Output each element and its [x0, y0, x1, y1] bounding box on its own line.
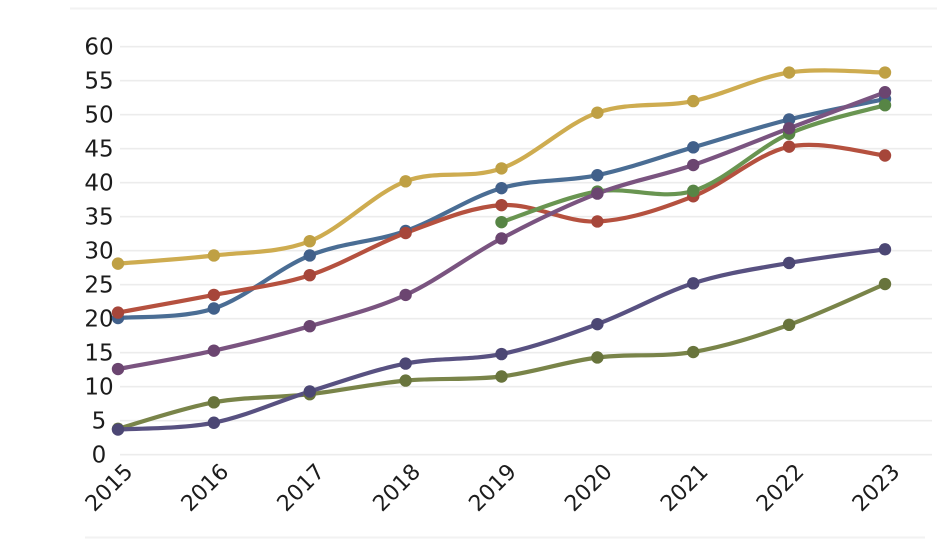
- data-point-plum-purple: [782, 122, 796, 135]
- data-point-medium-green: [495, 215, 508, 229]
- y-axis-tick-label: 55: [84, 69, 113, 95]
- data-point-brick-red: [495, 198, 508, 212]
- data-point-olive-green: [687, 345, 700, 359]
- data-point-plum-purple: [207, 344, 221, 357]
- data-point-gold-yellow: [687, 94, 700, 108]
- x-axis-tick-label: 2017: [273, 460, 330, 517]
- data-point-brick-red: [591, 215, 604, 228]
- y-axis-tick-label: 50: [84, 103, 113, 129]
- y-axis-tick-label: 35: [84, 205, 113, 231]
- data-point-gold-yellow: [207, 249, 221, 262]
- data-point-steel-blue: [591, 169, 604, 182]
- data-point-plum-purple: [495, 232, 508, 245]
- data-point-dark-slate-navy: [399, 357, 412, 370]
- x-axis-tick-label: 2019: [464, 460, 521, 517]
- data-point-gold-yellow: [782, 66, 796, 79]
- data-point-steel-blue: [207, 302, 221, 315]
- data-point-plum-purple: [878, 86, 892, 99]
- y-axis-tick-label: 15: [84, 341, 113, 367]
- data-point-dark-slate-navy: [591, 317, 604, 331]
- data-point-medium-green: [878, 98, 892, 112]
- data-point-gold-yellow: [399, 175, 412, 188]
- data-point-brick-red: [207, 288, 221, 302]
- y-axis-tick-label: 10: [84, 375, 113, 401]
- x-axis-tick-label: 2015: [81, 460, 138, 517]
- y-axis-tick-label: 0: [92, 443, 107, 469]
- x-axis-tick-label: 2020: [560, 460, 617, 517]
- data-point-dark-slate-navy: [111, 423, 125, 436]
- data-point-brick-red: [878, 149, 892, 162]
- data-point-dark-slate-navy: [207, 416, 221, 429]
- data-point-gold-yellow: [303, 234, 316, 248]
- series-line-plum-purple: [115, 90, 888, 372]
- data-point-olive-green: [878, 277, 892, 291]
- gridlines-group: [120, 45, 932, 456]
- data-point-dark-slate-navy: [782, 256, 796, 270]
- data-point-gold-yellow: [878, 66, 892, 79]
- data-point-plum-purple: [687, 158, 700, 172]
- data-point-plum-purple: [303, 319, 316, 333]
- data-point-steel-blue: [303, 249, 316, 262]
- x-axis-tick-label: 2021: [656, 460, 713, 517]
- series-markers-group: [111, 66, 892, 436]
- data-point-olive-green: [591, 351, 604, 364]
- x-axis-tick-label: 2018: [369, 460, 426, 517]
- data-point-brick-red: [111, 306, 125, 319]
- data-point-dark-slate-navy: [303, 385, 316, 398]
- y-axis-tick-label: 25: [84, 273, 113, 299]
- x-axis-labels-group: 2015 2016 2017 2018 2019 2020 2021 2022 2023: [81, 460, 905, 517]
- data-point-plum-purple: [111, 362, 125, 376]
- data-point-olive-green: [399, 374, 412, 387]
- data-point-dark-slate-navy: [687, 277, 700, 290]
- y-axis-tick-label: 30: [84, 239, 113, 265]
- data-point-gold-yellow: [591, 106, 604, 119]
- y-axis-tick-label: 5: [92, 409, 107, 435]
- data-point-brick-red: [399, 226, 412, 240]
- data-point-steel-blue: [782, 113, 796, 126]
- data-point-gold-yellow: [495, 162, 508, 175]
- x-axis-tick-label: 2023: [848, 460, 905, 517]
- y-axis-labels-group: 0 5 10 15 20 25 30 35 40 45 50 55 60: [84, 35, 113, 469]
- data-point-brick-red: [303, 268, 316, 282]
- data-point-olive-green: [207, 396, 221, 409]
- data-point-plum-purple: [399, 288, 412, 302]
- data-point-steel-blue: [687, 141, 700, 154]
- x-axis-tick-label: 2022: [752, 460, 809, 517]
- x-axis-tick-label: 2016: [177, 460, 234, 517]
- data-point-medium-green: [687, 184, 700, 198]
- series-line-dark-slate-navy: [115, 247, 888, 432]
- data-point-olive-green: [495, 370, 508, 383]
- y-axis-tick-label: 20: [84, 307, 113, 333]
- data-point-gold-yellow: [111, 257, 125, 270]
- y-axis-tick-label: 40: [84, 171, 113, 197]
- data-point-dark-slate-navy: [495, 347, 508, 361]
- data-point-plum-purple: [591, 187, 604, 200]
- data-point-dark-slate-navy: [878, 243, 892, 256]
- data-point-steel-blue: [495, 181, 508, 195]
- y-axis-tick-label: 60: [84, 35, 113, 61]
- y-axis-tick-label: 45: [84, 137, 113, 163]
- data-point-olive-green: [782, 318, 796, 332]
- data-point-brick-red: [782, 140, 796, 153]
